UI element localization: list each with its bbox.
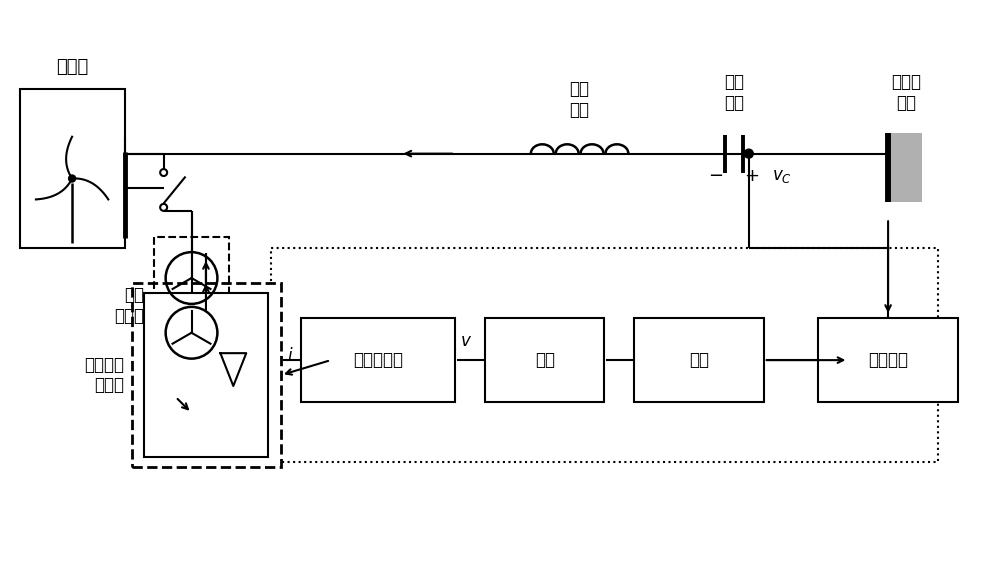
Circle shape (744, 149, 753, 158)
Text: 移相: 移相 (535, 351, 555, 369)
Text: 无穷大
电网: 无穷大 电网 (891, 73, 921, 112)
Text: 风电场: 风电场 (56, 58, 89, 76)
Bar (890, 133, 922, 202)
Text: 参考值计算: 参考值计算 (353, 351, 403, 369)
Circle shape (69, 175, 76, 182)
Text: 串补
电容: 串补 电容 (724, 73, 744, 112)
Text: $i$: $i$ (287, 347, 294, 365)
Bar (154, 237, 229, 374)
Bar (20, 89, 125, 248)
Bar (634, 318, 764, 402)
Text: +: + (744, 166, 759, 185)
Text: 电力电子
变换器: 电力电子 变换器 (84, 356, 124, 394)
Text: 反馈测量: 反馈测量 (868, 351, 908, 369)
Text: $v_C$: $v_C$ (772, 166, 792, 185)
Text: −: − (708, 166, 724, 185)
Bar (271, 248, 938, 462)
Polygon shape (220, 353, 246, 386)
Text: 耦合
变压器: 耦合 变压器 (114, 286, 144, 325)
Bar (132, 283, 281, 467)
Text: 滤波: 滤波 (689, 351, 709, 369)
Text: 线路
电感: 线路 电感 (570, 80, 590, 119)
Bar (485, 318, 604, 402)
Bar (301, 318, 455, 402)
Bar (144, 293, 268, 457)
Bar (818, 318, 958, 402)
Text: $v$: $v$ (460, 332, 472, 350)
